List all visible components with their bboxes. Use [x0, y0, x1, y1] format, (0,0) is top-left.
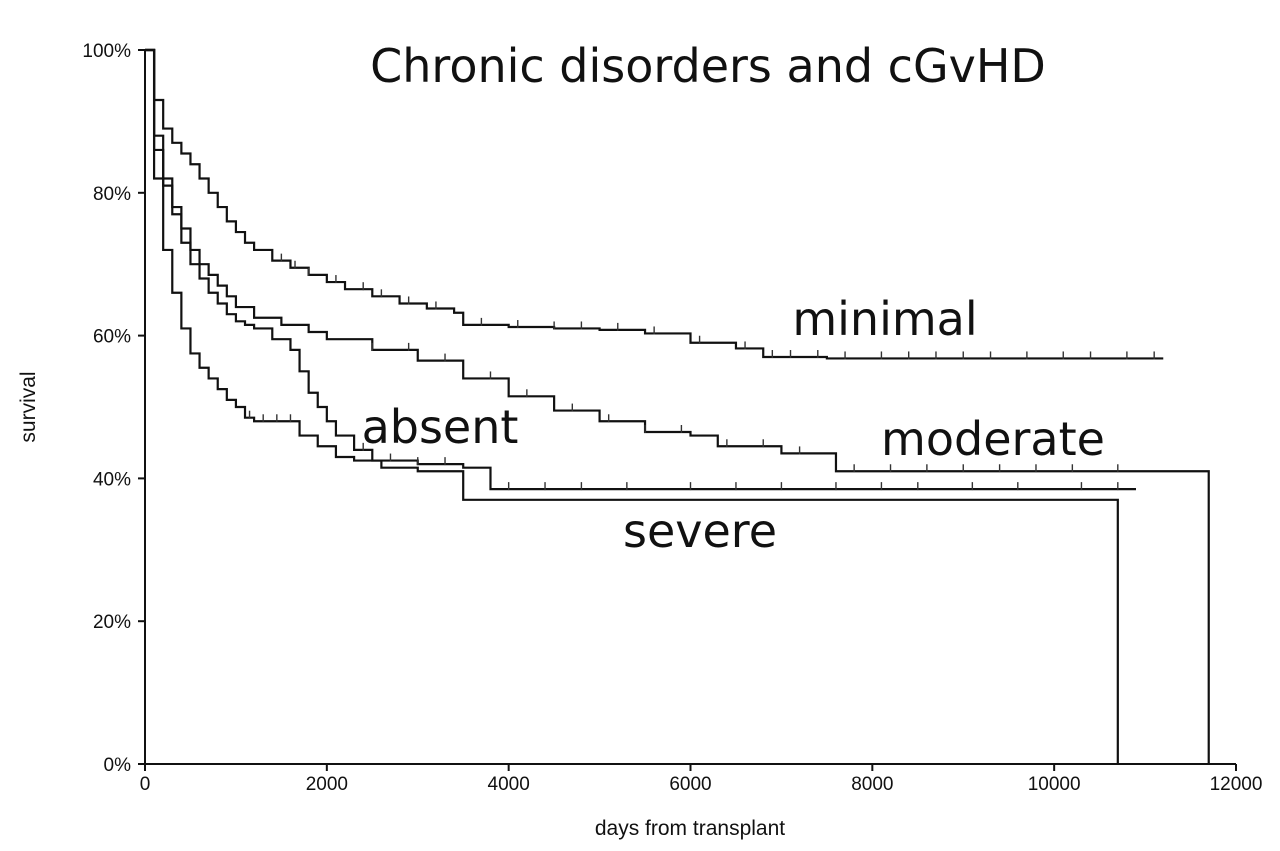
- series-layer: [145, 48, 1210, 764]
- x-tick-label: 12000: [1210, 774, 1263, 795]
- survival-curve-minimal: [145, 48, 1164, 360]
- x-tick-label: 2000: [306, 774, 348, 795]
- x-axis-title: days from transplant: [595, 817, 785, 840]
- y-tick-label: 60%: [93, 327, 131, 348]
- x-tick-label: 10000: [1028, 774, 1081, 795]
- series-minimal: [145, 48, 1164, 360]
- series-label-minimal: minimal: [792, 292, 977, 346]
- y-tick-label: 20%: [93, 612, 131, 633]
- x-tick-label: 8000: [851, 774, 893, 795]
- y-tick-label: 0%: [104, 755, 132, 776]
- survival-curve-severe: [145, 48, 1119, 764]
- x-axis-ticks: 0 2000 4000 6000 8000 10000 12000: [140, 764, 1263, 795]
- survival-curve-moderate: [145, 48, 1210, 764]
- y-axis-ticks: 0% 20% 40% 60% 80% 100%: [82, 41, 145, 776]
- y-tick-label: 40%: [93, 469, 131, 490]
- x-tick-label: 6000: [669, 774, 711, 795]
- y-tick-label: 80%: [93, 184, 131, 205]
- x-tick-label: 0: [140, 774, 151, 795]
- series-label-severe: severe: [623, 504, 777, 558]
- y-axis-title: survival: [17, 371, 40, 442]
- series-severe: [145, 48, 1119, 764]
- chart-title: Chronic disorders and cGvHD: [370, 39, 1046, 93]
- series-label-absent: absent: [362, 400, 519, 454]
- series-label-moderate: moderate: [881, 412, 1105, 466]
- x-tick-label: 4000: [488, 774, 530, 795]
- series-moderate: [145, 48, 1210, 764]
- y-tick-label: 100%: [82, 41, 131, 62]
- series-absent: [145, 48, 1136, 491]
- survival-curve-absent: [145, 48, 1136, 491]
